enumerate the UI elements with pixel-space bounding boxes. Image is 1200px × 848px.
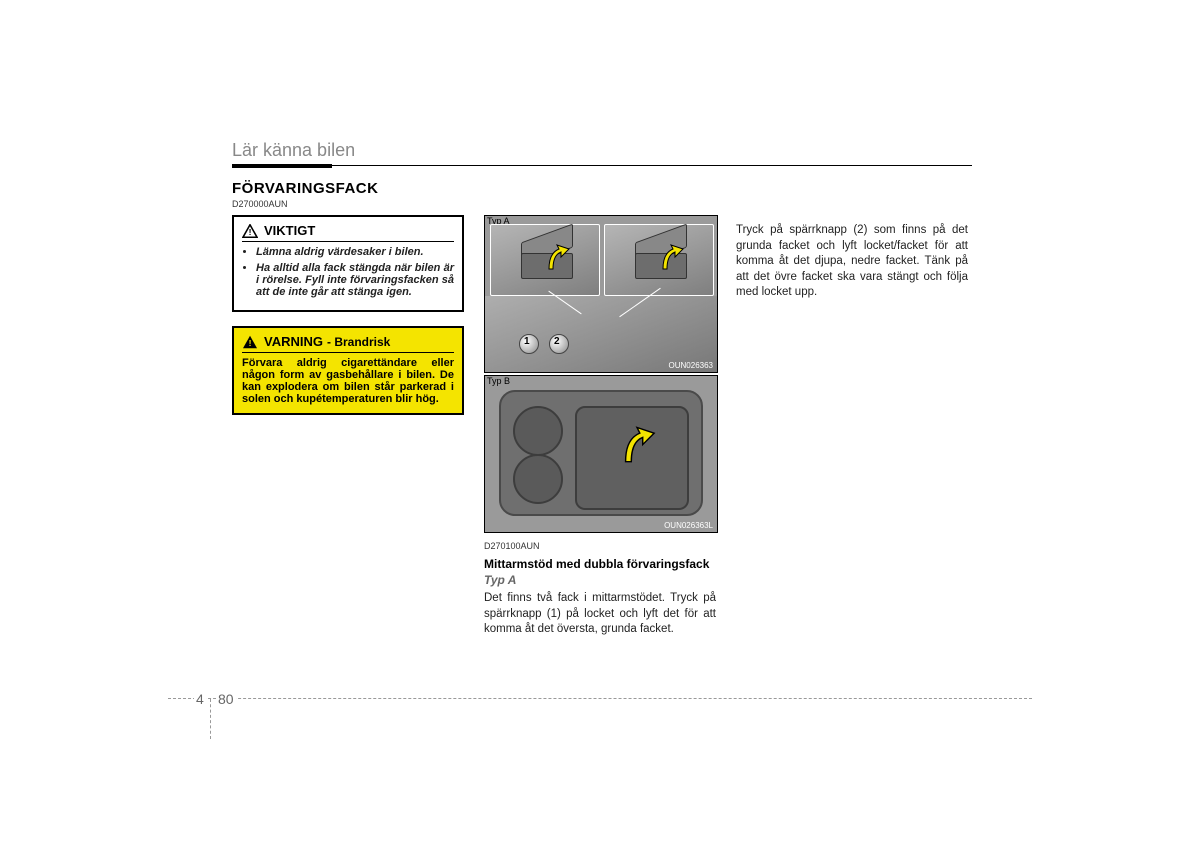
column-right: Tryck på spärrknapp (2) som finns på det… xyxy=(736,215,968,638)
caution-title: VIKTIGT xyxy=(264,223,315,238)
figure-type-b: Typ B OUN026363L xyxy=(484,375,718,533)
column-middle: Typ A 1 2 OUN xyxy=(484,215,716,638)
figure-inset xyxy=(604,224,714,296)
figure-type-a: Typ A 1 2 OUN xyxy=(484,215,718,373)
callout-marker-1: 1 xyxy=(519,334,539,354)
chapter-title: Lär känna bilen xyxy=(232,140,972,161)
column-left: ! VIKTIGT Lämna aldrig värdesaker i bile… xyxy=(232,215,464,638)
svg-text:!: ! xyxy=(249,226,252,236)
section-number: 4 xyxy=(194,691,206,707)
subsection-heading: Mittarmstöd med dubbla förvaringsfack xyxy=(484,557,716,571)
subsection-variant: Typ A xyxy=(484,573,716,587)
page-number: 80 xyxy=(216,691,236,707)
figure-inset xyxy=(490,224,600,296)
callout-marker-2: 2 xyxy=(549,334,569,354)
reference-code: D270100AUN xyxy=(484,541,716,551)
caution-item: Lämna aldrig värdesaker i bilen. xyxy=(256,246,454,258)
lift-arrow-icon xyxy=(617,424,657,468)
body-paragraph: Det finns två fack i mittarmstödet. Tryc… xyxy=(484,591,716,638)
warning-body: Förvara aldrig cigarettändare eller någo… xyxy=(242,357,454,405)
reference-code: D270000AUN xyxy=(232,199,972,209)
svg-text:!: ! xyxy=(249,337,252,347)
caution-item: Ha alltid alla fack stängda när bilen är… xyxy=(256,262,454,298)
image-code: OUN026363 xyxy=(669,361,713,370)
chapter-rule xyxy=(232,165,972,168)
warning-title-sub: - Brandrisk xyxy=(327,335,390,349)
callout-number: 1 xyxy=(524,336,530,347)
page-footer: 4 80 xyxy=(168,698,1032,699)
section-title: FÖRVARINGSFACK xyxy=(232,180,972,197)
figure-type-label: Typ B xyxy=(487,376,510,386)
warning-box: ! VARNING - Brandrisk Förvara aldrig cig… xyxy=(232,326,464,415)
body-paragraph: Tryck på spärrknapp (2) som finns på det… xyxy=(736,223,968,301)
callout-number: 2 xyxy=(554,336,560,347)
warning-triangle-icon: ! xyxy=(242,224,258,238)
caution-box: ! VIKTIGT Lämna aldrig värdesaker i bile… xyxy=(232,215,464,312)
warning-title-main: VARNING xyxy=(264,334,323,349)
caution-body: Lämna aldrig värdesaker i bilen. Ha allt… xyxy=(242,246,454,298)
warning-triangle-icon: ! xyxy=(242,335,258,349)
lift-arrow-icon xyxy=(543,243,571,273)
lift-arrow-icon xyxy=(657,243,685,273)
image-code: OUN026363L xyxy=(664,521,713,530)
